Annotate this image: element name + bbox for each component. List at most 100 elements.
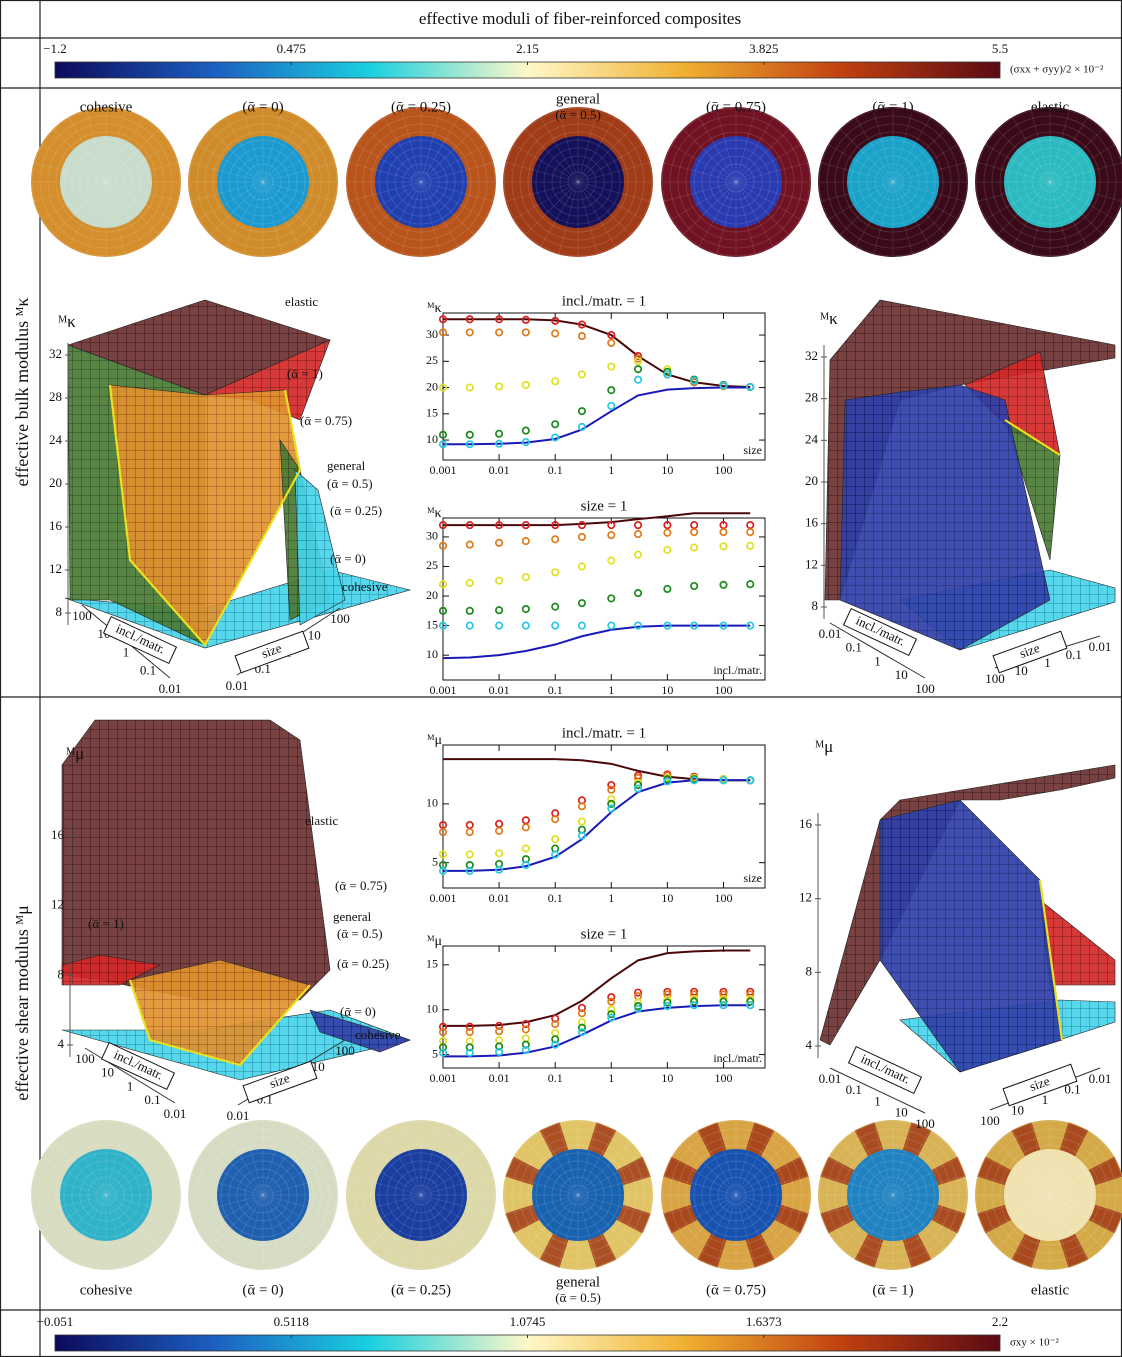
y-tick-label: 0.01 [226,678,249,693]
x-tick-label: 0.01 [164,1106,187,1121]
disc-label: (ᾱ = 0.5) [555,1290,601,1305]
z-axis-label: ᴹκ [820,309,838,328]
series-line [443,1005,750,1056]
x-tick-label: 0.001 [430,891,457,905]
disc-label: (ᾱ = 0) [242,99,283,115]
data-point [523,574,529,580]
x-tick-label: 10 [661,683,673,697]
colorbar-tick-label: 2.2 [992,1314,1008,1329]
data-point [608,387,614,393]
plot-title: incl./matr. = 1 [562,725,646,741]
x-tick-label: 0.001 [430,1071,457,1085]
disc-label: cohesive [80,1282,133,1298]
y-tick-label: 15 [426,406,438,420]
data-point [608,532,614,538]
y-tick-label: 10 [426,432,438,446]
annotation: cohesive [355,1027,401,1042]
x-tick-label: 100 [915,681,935,696]
colorbar-tick-label: 2.15 [516,41,539,56]
x-tick-label: 1 [874,1093,881,1108]
y-tick-label: 10 [308,628,321,643]
data-point [747,581,753,587]
x-tick-label: 0.01 [819,626,842,641]
x-tick-label: 10 [661,463,673,477]
colorbar-tick-label: −0.051 [37,1314,74,1329]
data-point [496,431,502,437]
plot-title: incl./matr. = 1 [562,293,646,309]
data-point [496,329,502,335]
x-tick-label: 100 [72,608,92,623]
disc-label: elastic [1031,1282,1070,1298]
annotation: (ᾱ = 1) [88,916,124,931]
axis-label-box: size [993,631,1067,673]
data-point [635,551,641,557]
colorbar-tick-label: 5.5 [992,41,1008,56]
z-tick-label: 12 [51,897,64,912]
data-point [635,366,641,372]
data-point [523,427,529,433]
data-point [523,824,529,830]
data-point [664,586,670,592]
figure: effective moduli of fiber-reinforced com… [0,0,1122,1357]
data-point [552,603,558,609]
colorbar-tick-label: 1.6373 [746,1314,782,1329]
data-point [664,530,670,536]
data-point [608,363,614,369]
y-tick-label: 0.01 [1089,1071,1112,1086]
annotation: (ᾱ = 0.75) [300,413,352,428]
data-point [496,383,502,389]
data-point [467,329,473,335]
x-tick-label: 100 [714,463,732,477]
plot-frame [443,745,765,888]
x-tick-label: 10 [895,1105,908,1120]
axis-label-box: size [235,631,309,673]
x-tick-label: 0.01 [489,891,510,905]
x-tick-label: 0.1 [846,1082,862,1097]
x-axis-label: size [743,443,762,457]
data-point [691,583,697,589]
disc-label: (ᾱ = 0.75) [706,1282,766,1298]
colorbar-label: σxy × 10⁻² [1010,1337,1059,1349]
data-point [635,376,641,382]
y-tick-label: 10 [426,796,438,810]
data-point [720,529,726,535]
z-tick-label: 8 [812,598,819,613]
series-line [443,319,750,387]
data-point [467,829,473,835]
colorbar-tick-label: 0.475 [277,41,306,56]
y-axis-label: ᴹμ [427,733,442,748]
colorbar-tick-label: 1.0745 [510,1314,546,1329]
x-tick-label: 1 [608,1071,614,1085]
z-tick-label: 32 [805,348,818,363]
data-point [552,622,558,628]
plot-frame [443,946,765,1068]
data-point [467,851,473,857]
z-tick-label: 32 [49,346,62,361]
annotation: (ᾱ = 0.5) [337,926,383,941]
z-axis-label: ᴹκ [58,312,76,331]
x-tick-label: 0.001 [430,463,457,477]
z-tick-label: 20 [805,473,818,488]
z-tick-label: 12 [799,890,812,905]
x-tick-label: 0.1 [140,663,156,678]
z-tick-label: 24 [49,432,63,447]
data-point [496,821,502,827]
x-axis-label: incl./matr. [713,1051,762,1065]
disc-label: (ᾱ = 0.25) [391,99,451,115]
x-tick-label: 100 [915,1116,935,1131]
y-tick-label: 100 [980,1113,1000,1128]
x-tick-label: 0.01 [489,1071,510,1085]
plot-title: size = 1 [581,498,628,514]
z-tick-label: 16 [51,827,65,842]
data-point [608,998,614,1004]
z-tick-label: 28 [805,390,818,405]
annotation: (ᾱ = 0.75) [335,878,387,893]
data-point [496,607,502,613]
z-axis-label: ᴹμ [815,737,833,756]
x-tick-label: 0.01 [489,463,510,477]
x-tick-label: 1 [608,891,614,905]
data-point [523,845,529,851]
data-point [720,582,726,588]
axis-label-box: size [1003,1064,1077,1106]
x-tick-label: 0.01 [159,681,182,696]
